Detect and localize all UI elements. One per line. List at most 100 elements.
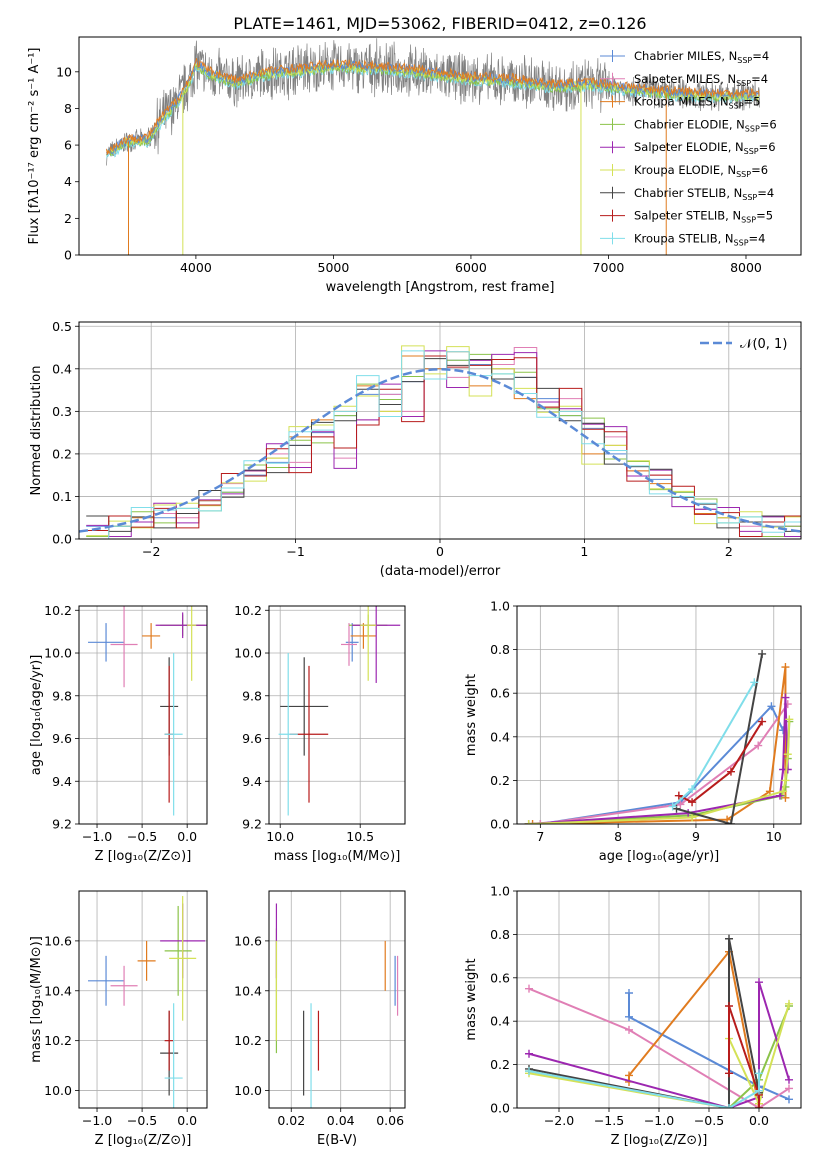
axes-frame — [268, 890, 406, 1109]
legend-entry: Salpeter MILES, NSSP=4 — [634, 72, 768, 88]
plot-area — [525, 934, 793, 1108]
series-line-salpeter_stelib — [728, 1005, 760, 1108]
x-axis-label: wavelength [Angstrom, rest frame] — [326, 280, 555, 295]
series-marker — [725, 1104, 733, 1108]
errorbar-point-kroupa_miles — [142, 623, 161, 649]
errorbar-point-salpeter_miles — [341, 623, 357, 666]
series-marker — [536, 820, 545, 824]
y-tick-label: 10.2 — [234, 603, 262, 618]
series-marker — [725, 1069, 733, 1078]
errorbar-point-kroupa_elodie — [169, 895, 197, 1021]
model-spectrum-kroupa_miles — [106, 58, 760, 155]
histogram-kroupa_stelib — [86, 350, 801, 539]
y-tick-label: 10.0 — [234, 1083, 262, 1098]
plot-area — [88, 895, 206, 1108]
errorbar-point-chabrier_miles — [88, 955, 125, 1006]
legend-entry: Chabrier STELIB, NSSP=4 — [634, 186, 774, 202]
x-tick-label: −2 — [142, 544, 160, 559]
x-axis-label: age [log₁₀(age/yr)] — [599, 849, 720, 864]
x-tick-label: 9 — [692, 829, 700, 844]
y-tick-label: 0.1 — [52, 489, 72, 504]
series-marker — [674, 791, 683, 800]
y-tick-label: 10.4 — [234, 983, 262, 998]
y-tick-label: 0.6 — [490, 970, 510, 985]
y-tick-label: 8 — [64, 101, 72, 116]
x-tick-label: 5000 — [318, 260, 350, 275]
series-line-kroupa_elodie — [528, 719, 791, 824]
x-axis-label: Z [log₁₀(Z/Z⊙)] — [95, 849, 192, 864]
grid — [269, 606, 405, 825]
y-tick-label: 0.8 — [490, 927, 510, 942]
series-marker — [781, 663, 790, 672]
series-marker — [781, 693, 790, 702]
y-axis-label: mass weight — [464, 958, 479, 1040]
x-axis-label: Z [log₁₀(Z/Z⊙)] — [611, 1133, 708, 1148]
x-tick-label: 10 — [766, 829, 782, 844]
legend-entry: Kroupa STELIB, NSSP=4 — [634, 231, 765, 247]
series-line-salpeter_elodie — [528, 697, 789, 824]
y-tick-label: 9.4 — [242, 774, 262, 789]
x-tick-label: 0.04 — [327, 1113, 355, 1128]
y-tick-label: 10 — [56, 64, 72, 79]
series-marker — [625, 988, 633, 997]
series-marker — [525, 984, 533, 993]
axes-frame — [516, 605, 802, 825]
series-marker — [524, 820, 533, 824]
series-marker — [758, 717, 767, 726]
errorbar-point-chabrier_elodie — [164, 905, 192, 996]
errorbar-point-kroupa_stelib — [278, 653, 298, 816]
series-marker — [765, 787, 774, 796]
series-marker — [785, 715, 794, 724]
y-tick-label: 10.6 — [234, 933, 262, 948]
panel-residuals: −2 −1 0 1 2 0.0 0.1 0.2 0.3 0.4 0.5 (data-model)/er… — [29, 319, 802, 579]
panel-mass_weight_vs_Z: −2.0 −1.5 −1.0 −0.5 0.0 0.0 0.2 0.4 0.6 0.8 1.0 Z [… — [464, 884, 802, 1148]
y-tick-label: 2 — [64, 211, 72, 226]
y-axis-label: Normed distribution — [29, 366, 44, 496]
y-tick-label: 9.2 — [242, 817, 262, 832]
x-tick-label: −1.0 — [644, 1113, 674, 1128]
series-marker — [781, 776, 790, 785]
x-tick-label: 0.0 — [749, 1113, 769, 1128]
series-marker — [785, 1095, 793, 1104]
panel-age_vs_Z: −1.0 −0.5 0.0 9.2 9.4 9.6 9.8 10.0 10.2 Z [log₁₀(… — [29, 603, 208, 864]
y-axis-label: age [log₁₀(age/yr)] — [29, 655, 44, 776]
x-tick-label: 8000 — [730, 260, 762, 275]
y-tick-label: 9.4 — [52, 774, 72, 789]
y-tick-label: 0.2 — [490, 773, 510, 788]
x-tick-label: 7000 — [593, 260, 625, 275]
errorbar-point-kroupa_miles — [350, 623, 377, 649]
y-tick-label: 0.4 — [490, 1014, 510, 1029]
y-tick-label: 9.6 — [52, 731, 72, 746]
errorbar-point-kroupa_stelib — [164, 653, 183, 816]
series-line-kroupa_stelib — [671, 681, 756, 808]
series-marker — [525, 1049, 533, 1058]
series-marker — [525, 1067, 533, 1076]
axes-frame — [516, 890, 802, 1109]
plot-area — [106, 38, 760, 255]
legend-entry: Chabrier ELODIE, NSSP=6 — [634, 117, 777, 133]
series-line-chabrier_miles — [628, 992, 790, 1101]
series-marker — [785, 999, 793, 1008]
grid — [517, 605, 801, 825]
panel-spectrum: 4000 5000 6000 7000 8000 0 2 4 6 8 10 wavelength [A… — [27, 36, 802, 295]
y-tick-label: 0 — [64, 248, 72, 263]
y-tick-label: 9.8 — [242, 688, 262, 703]
x-tick-label: −1.5 — [594, 1113, 624, 1128]
series-marker — [758, 649, 767, 658]
y-tick-label: 1.0 — [490, 599, 510, 614]
x-tick-label: 0.0 — [177, 1113, 197, 1128]
series-marker — [783, 750, 792, 759]
x-tick-label: 8 — [614, 829, 622, 844]
errorbar-point-chabrier_stelib — [280, 657, 329, 756]
plot-area — [278, 606, 401, 816]
series-marker — [676, 800, 685, 809]
legend-entry: Kroupa MILES, NSSP=5 — [634, 95, 760, 111]
y-tick-label: 10.2 — [44, 603, 72, 618]
series-marker — [625, 1071, 633, 1080]
series-marker — [625, 1025, 633, 1034]
y-tick-label: 9.8 — [52, 688, 72, 703]
series-marker — [688, 813, 697, 822]
errorbar-point-kroupa_miles — [137, 940, 156, 981]
